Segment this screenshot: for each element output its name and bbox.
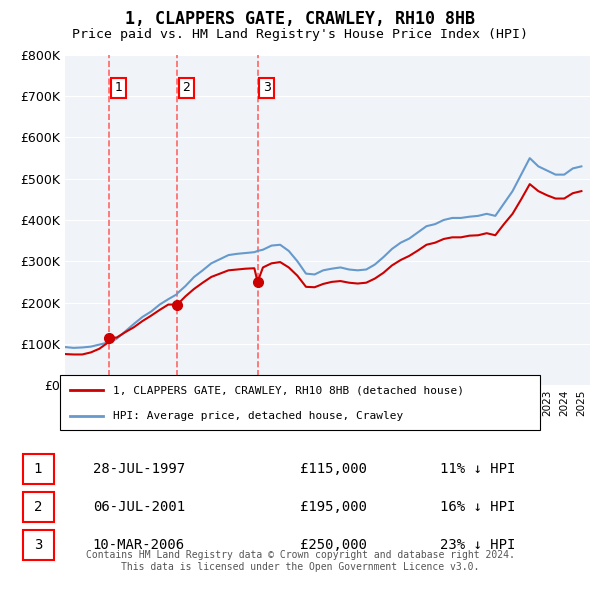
Text: £250,000: £250,000: [300, 538, 367, 552]
Text: £115,000: £115,000: [300, 462, 367, 476]
Text: 2: 2: [34, 500, 42, 514]
Text: 1: 1: [34, 462, 42, 476]
FancyBboxPatch shape: [23, 454, 53, 484]
Text: 11% ↓ HPI: 11% ↓ HPI: [440, 462, 515, 476]
FancyBboxPatch shape: [23, 530, 53, 560]
Text: 3: 3: [34, 538, 42, 552]
Text: 28-JUL-1997: 28-JUL-1997: [93, 462, 185, 476]
Text: HPI: Average price, detached house, Crawley: HPI: Average price, detached house, Craw…: [113, 411, 403, 421]
Text: £195,000: £195,000: [300, 500, 367, 514]
Text: 1, CLAPPERS GATE, CRAWLEY, RH10 8HB (detached house): 1, CLAPPERS GATE, CRAWLEY, RH10 8HB (det…: [113, 385, 464, 395]
Text: 06-JUL-2001: 06-JUL-2001: [93, 500, 185, 514]
Text: Price paid vs. HM Land Registry's House Price Index (HPI): Price paid vs. HM Land Registry's House …: [72, 28, 528, 41]
Text: 10-MAR-2006: 10-MAR-2006: [93, 538, 185, 552]
Text: 16% ↓ HPI: 16% ↓ HPI: [440, 500, 515, 514]
FancyBboxPatch shape: [23, 492, 53, 522]
FancyBboxPatch shape: [60, 375, 540, 430]
Text: 1, CLAPPERS GATE, CRAWLEY, RH10 8HB: 1, CLAPPERS GATE, CRAWLEY, RH10 8HB: [125, 10, 475, 28]
Text: 2: 2: [182, 81, 190, 94]
Text: Contains HM Land Registry data © Crown copyright and database right 2024.
This d: Contains HM Land Registry data © Crown c…: [86, 550, 514, 572]
Text: 23% ↓ HPI: 23% ↓ HPI: [440, 538, 515, 552]
Text: 3: 3: [263, 81, 271, 94]
Text: 1: 1: [115, 81, 122, 94]
